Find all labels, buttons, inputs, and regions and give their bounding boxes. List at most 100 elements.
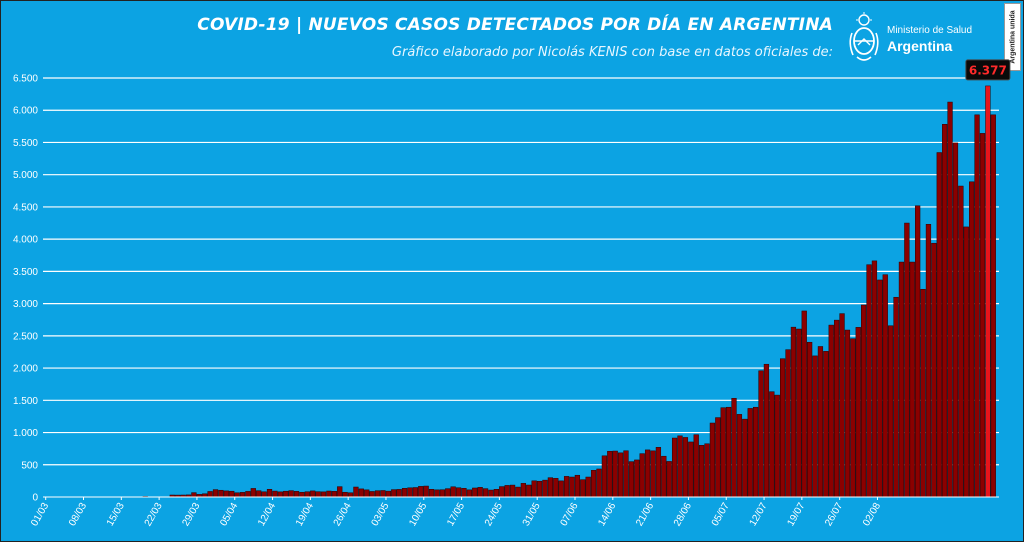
bar	[925, 224, 932, 498]
bar	[369, 491, 375, 498]
bar	[563, 476, 570, 498]
bar	[207, 491, 213, 498]
bar	[742, 418, 748, 498]
bar	[958, 185, 964, 498]
coat-of-arms-icon	[849, 12, 879, 61]
bar	[812, 355, 818, 498]
bar	[250, 488, 256, 498]
bar	[877, 279, 883, 498]
bar	[871, 260, 878, 498]
bar	[461, 488, 467, 498]
bar	[283, 490, 289, 498]
bar	[272, 490, 278, 498]
bar	[888, 325, 894, 498]
bar	[428, 489, 435, 498]
bar	[763, 363, 770, 498]
bar	[909, 261, 915, 498]
bar	[547, 477, 554, 498]
bar	[715, 417, 721, 498]
bar	[617, 452, 624, 498]
peak-value-label: 6.377	[969, 63, 1007, 77]
bar	[455, 487, 462, 498]
x-tick-label: 07/06	[559, 501, 581, 529]
bar	[915, 205, 921, 498]
bar	[288, 490, 294, 498]
bar	[963, 226, 969, 498]
grid-layer	[43, 77, 999, 466]
bar	[353, 486, 359, 498]
bar	[472, 487, 478, 498]
bar	[466, 489, 472, 498]
bar	[839, 313, 845, 498]
bar	[374, 490, 381, 498]
bar	[407, 487, 413, 498]
y-tick-label: 3.000	[13, 299, 38, 310]
bar	[401, 488, 408, 498]
bar	[785, 349, 791, 498]
bar	[536, 480, 543, 498]
bar	[412, 487, 418, 498]
bar	[823, 351, 829, 498]
bar	[790, 326, 797, 498]
bar	[509, 484, 516, 498]
bar	[234, 492, 240, 498]
bar	[612, 450, 618, 498]
y-tick-label: 500	[21, 460, 38, 471]
bar	[904, 222, 910, 498]
bar	[655, 447, 662, 498]
y-tick-label: 0	[32, 493, 38, 504]
bar	[418, 486, 424, 498]
y-tick-label: 5.500	[13, 138, 38, 149]
x-tick-label: 14/06	[596, 501, 618, 529]
bar	[801, 310, 807, 498]
bar	[488, 489, 494, 498]
bar	[844, 329, 851, 498]
x-tick-label: 15/03	[105, 501, 127, 529]
bar	[482, 488, 489, 498]
x-tick-label: 12/04	[256, 501, 278, 529]
x-tick-label: 05/04	[218, 501, 240, 529]
bar	[585, 476, 591, 498]
bar	[628, 461, 635, 498]
bar	[499, 486, 505, 498]
bar	[644, 449, 651, 498]
logo-argentina-text: Argentina	[887, 38, 953, 54]
bar-peak	[985, 85, 991, 498]
bar	[720, 407, 726, 498]
y-tick-label: 1.500	[13, 396, 38, 407]
bar	[753, 406, 759, 498]
bar	[266, 489, 273, 498]
x-tick-label: 02/08	[861, 501, 883, 529]
bar	[526, 484, 532, 498]
bar	[807, 341, 813, 498]
x-tick-label: 01/03	[29, 501, 51, 529]
bar	[898, 261, 905, 498]
bar	[223, 490, 229, 498]
bar	[293, 491, 300, 498]
x-tick-label: 31/05	[521, 501, 543, 529]
bar	[666, 461, 672, 498]
y-tick-label: 6.500	[13, 74, 38, 85]
bar	[493, 489, 499, 498]
bar	[623, 450, 629, 498]
bar	[580, 479, 586, 498]
bar	[558, 480, 564, 498]
bar	[331, 491, 337, 498]
bar	[277, 491, 283, 498]
x-tick-label: 24/05	[483, 501, 505, 529]
bar	[990, 114, 996, 498]
bar	[747, 408, 753, 498]
bar	[391, 489, 397, 498]
bar	[347, 492, 354, 498]
bar	[974, 114, 980, 498]
bar	[677, 435, 683, 498]
x-tick-label: 08/03	[67, 501, 89, 529]
argentina-unida-tag: Argentina unida	[1004, 3, 1021, 71]
chart-title: COVID-19 | NUEVOS CASOS DETECTADOS POR D…	[197, 15, 833, 35]
bar	[245, 491, 251, 498]
bar	[531, 480, 537, 498]
bar	[607, 450, 613, 498]
bar	[504, 485, 510, 498]
bar	[601, 455, 608, 498]
